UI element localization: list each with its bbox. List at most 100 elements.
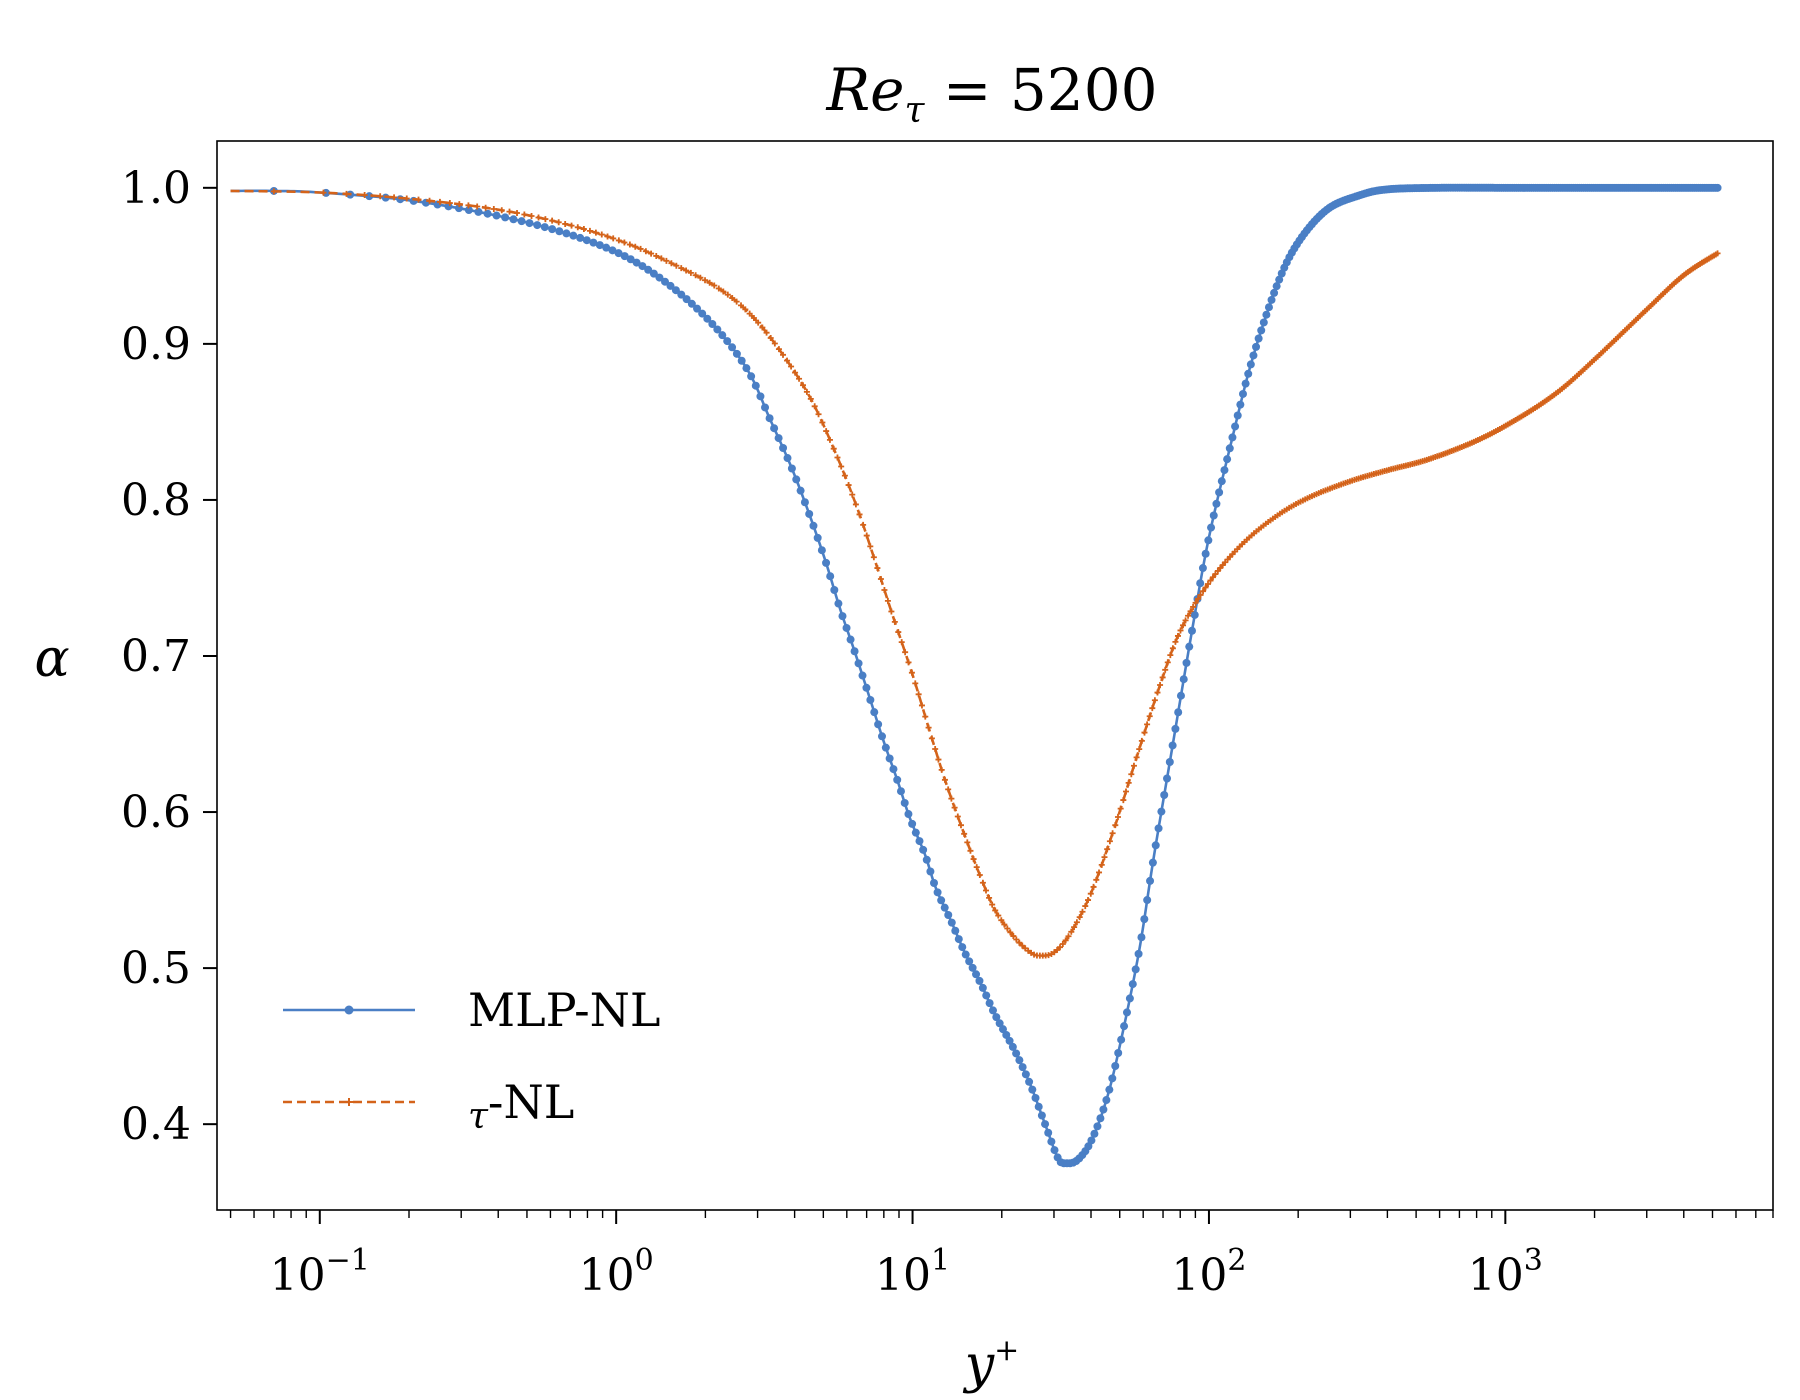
x-tick-label: 102 — [1171, 1243, 1246, 1301]
y-tick-label: 0.7 — [121, 631, 191, 682]
data-point — [755, 319, 762, 326]
data-point — [877, 732, 886, 741]
data-point — [854, 659, 863, 668]
data-point — [1125, 779, 1132, 786]
x-tick-base: 10 — [270, 1250, 326, 1301]
data-point — [653, 252, 660, 259]
data-point — [998, 1025, 1007, 1034]
x-tick-exponent: 0 — [635, 1243, 654, 1278]
data-point — [687, 299, 696, 308]
data-point — [1065, 933, 1072, 940]
data-point — [787, 464, 796, 473]
data-point — [1101, 854, 1108, 861]
data-point — [1108, 1074, 1117, 1083]
data-point — [922, 713, 929, 720]
data-point — [555, 227, 564, 236]
data-point — [911, 828, 920, 837]
x-tick-base: 10 — [579, 1250, 635, 1301]
data-point — [1134, 949, 1143, 958]
y-tick-label: 1.0 — [121, 163, 191, 214]
data-point — [1176, 691, 1185, 700]
data-point — [982, 991, 991, 1000]
data-point — [490, 205, 497, 212]
data-point — [1207, 523, 1216, 532]
title-subscript: τ — [905, 90, 926, 131]
data-point — [697, 274, 704, 281]
data-point — [979, 879, 986, 886]
data-point — [1131, 965, 1140, 974]
data-point — [860, 521, 867, 528]
data-point — [817, 546, 826, 555]
data-point — [708, 319, 717, 328]
data-point — [896, 787, 905, 796]
data-point — [938, 766, 945, 773]
data-point — [632, 243, 639, 250]
data-point — [548, 225, 557, 234]
data-point — [1163, 774, 1172, 783]
data-point — [900, 798, 909, 807]
data-point — [1182, 658, 1191, 667]
data-point — [1180, 622, 1187, 629]
data-point — [976, 872, 983, 879]
data-point — [992, 907, 999, 914]
data-point — [928, 735, 935, 742]
y-tick-label: 0.9 — [121, 319, 191, 370]
data-point — [1111, 1061, 1120, 1070]
data-point — [803, 388, 810, 395]
x-tick-label: 10−1 — [270, 1243, 370, 1301]
data-point — [870, 708, 879, 717]
data-point — [474, 203, 481, 210]
data-point — [1272, 282, 1281, 291]
data-point — [698, 309, 707, 318]
data-point — [774, 434, 783, 443]
data-point — [1106, 838, 1113, 845]
svg-text:y+: y+ — [963, 1333, 1020, 1395]
data-point — [1007, 929, 1014, 936]
data-point — [1241, 379, 1250, 388]
data-point — [1136, 746, 1143, 753]
data-point — [608, 246, 617, 255]
data-point — [1164, 659, 1171, 666]
data-point — [391, 194, 398, 201]
data-point — [958, 943, 967, 952]
series-mlp-bc-retau-nl — [230, 188, 1721, 959]
data-point — [784, 357, 791, 364]
data-point — [638, 262, 647, 271]
data-point — [692, 272, 699, 279]
data-point — [1201, 549, 1210, 558]
data-point — [1123, 788, 1129, 795]
data-point — [724, 291, 731, 298]
data-point — [1205, 580, 1211, 587]
data-point — [765, 414, 774, 423]
x-tick-base: 10 — [875, 1250, 931, 1301]
data-point — [582, 236, 591, 245]
data-point — [973, 864, 980, 871]
data-point — [1259, 318, 1268, 327]
data-point — [1154, 689, 1161, 696]
data-point — [1195, 595, 1202, 602]
data-point — [703, 314, 712, 323]
data-point — [919, 845, 928, 854]
data-point — [610, 235, 617, 242]
data-point — [1133, 754, 1140, 761]
data-point — [1267, 295, 1276, 304]
data-point — [970, 856, 977, 863]
data-point — [1047, 1137, 1056, 1146]
data-point — [926, 867, 935, 876]
data-point — [1177, 627, 1184, 634]
data-point — [1262, 310, 1271, 319]
data-point — [1087, 1136, 1096, 1145]
data-point — [528, 212, 535, 219]
data-point — [1204, 536, 1213, 545]
data-point — [995, 1019, 1004, 1028]
data-point — [521, 211, 528, 218]
data-point — [592, 229, 599, 236]
x-tick-exponent: 3 — [1524, 1243, 1543, 1278]
data-point — [915, 837, 924, 846]
data-point — [1114, 1048, 1123, 1057]
data-point — [620, 252, 629, 261]
data-point — [759, 324, 766, 331]
data-point — [1165, 757, 1174, 766]
data-point — [908, 819, 917, 828]
